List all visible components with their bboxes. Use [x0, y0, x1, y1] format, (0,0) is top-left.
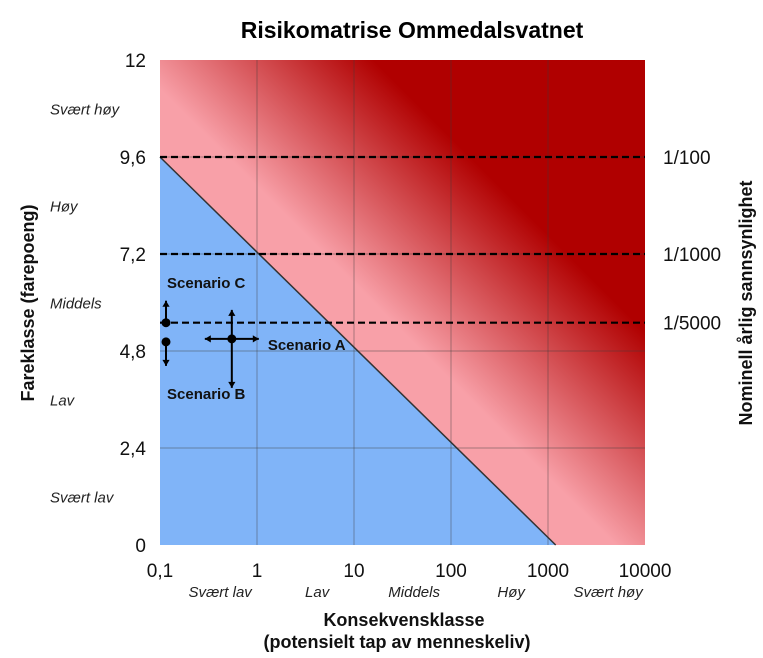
x-tick-label: 1000 — [527, 561, 569, 582]
chart-title: Risikomatrise Ommedalsvatnet — [241, 17, 584, 43]
x-axis-sublabel: (potensielt tap av menneskeliv) — [263, 632, 530, 652]
hazard-class-labels: Svært lav Lav Middels Høy Svært høy — [50, 102, 121, 507]
y-tick-labels: 0 2,4 4,8 7,2 9,6 12 — [120, 51, 147, 557]
probability-lines — [160, 155, 645, 324]
hazard-class-label: Høy — [50, 199, 79, 216]
probability-label: 1/5000 — [663, 314, 721, 335]
consequence-class-label: Middels — [388, 584, 440, 601]
y-tick-label: 0 — [135, 536, 146, 557]
scenario-a-label: Scenario A — [268, 337, 346, 354]
x-tick-label: 10 — [343, 561, 364, 582]
y-axis-label: Fareklasse (farepoeng) — [18, 204, 38, 401]
scenario-markers: Scenario A Scenario B Scenario C — [161, 275, 346, 403]
consequence-class-label: Lav — [305, 584, 331, 601]
hazard-class-label: Lav — [50, 393, 76, 410]
consequence-class-labels: Svært lav Lav Middels Høy Svært høy — [188, 584, 644, 601]
y-tick-label: 9,6 — [120, 148, 146, 169]
scenario-arrow-head — [162, 359, 170, 366]
scenario-arrow-head — [228, 381, 236, 388]
x-tick-label: 0,1 — [147, 561, 173, 582]
x-tick-label: 100 — [435, 561, 467, 582]
secondary-y-axis-label: Nominell årlig sannsynlighet — [736, 180, 756, 425]
scenario-a-point — [227, 334, 237, 344]
x-tick-labels: 0,1 1 10 100 1000 10000 — [147, 561, 672, 582]
plot-area — [159, 60, 645, 546]
hazard-class-label: Svært høy — [50, 102, 121, 119]
scenario-arrow-head — [252, 335, 259, 343]
hazard-class-label: Svært lav — [50, 490, 115, 507]
risk-boundary-line — [159, 156, 557, 546]
x-tick-label: 1 — [252, 561, 263, 582]
probability-labels: 1/100 1/1000 1/5000 — [663, 148, 721, 335]
y-tick-label: 7,2 — [120, 245, 146, 266]
y-tick-label: 2,4 — [120, 439, 147, 460]
scenario-b-point — [161, 337, 171, 347]
y-tick-label: 4,8 — [120, 342, 146, 363]
scenario-b-label: Scenario B — [167, 386, 246, 403]
scenario-arrow-head — [162, 300, 170, 307]
scenario-c-point — [161, 318, 171, 328]
consequence-class-label: Høy — [497, 584, 526, 601]
hazard-class-label: Middels — [50, 296, 102, 313]
probability-label: 1/100 — [663, 148, 711, 169]
scenario-c-label: Scenario C — [167, 275, 246, 292]
scenario-arrow-head — [204, 335, 211, 343]
scenario-arrow-head — [228, 309, 236, 316]
consequence-class-label: Svært lav — [188, 584, 253, 601]
probability-label: 1/1000 — [663, 245, 721, 266]
x-axis-label: Konsekvensklasse — [323, 610, 484, 630]
y-tick-label: 12 — [125, 51, 146, 72]
x-tick-label: 10000 — [619, 561, 672, 582]
consequence-class-label: Svært høy — [574, 584, 645, 601]
